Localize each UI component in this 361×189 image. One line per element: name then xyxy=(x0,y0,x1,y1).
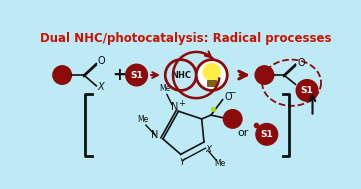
Text: Me: Me xyxy=(214,159,225,168)
Circle shape xyxy=(126,64,147,86)
Text: X: X xyxy=(98,82,104,92)
Text: N: N xyxy=(171,102,178,112)
Circle shape xyxy=(296,80,318,101)
Text: X: X xyxy=(205,145,212,154)
Circle shape xyxy=(203,64,220,81)
Circle shape xyxy=(256,124,278,145)
Text: Dual NHC/photocatalysis: Radical processes: Dual NHC/photocatalysis: Radical process… xyxy=(40,32,331,45)
Text: +: + xyxy=(112,66,126,84)
Text: S1: S1 xyxy=(301,86,313,95)
Text: S1: S1 xyxy=(130,70,143,80)
Text: O: O xyxy=(224,92,232,102)
FancyBboxPatch shape xyxy=(207,81,216,86)
Text: −: − xyxy=(228,88,236,96)
Text: Me: Me xyxy=(160,84,171,93)
Circle shape xyxy=(53,66,71,84)
Text: O: O xyxy=(297,58,305,68)
Circle shape xyxy=(223,110,242,128)
Text: +: + xyxy=(178,99,185,108)
Circle shape xyxy=(255,66,274,84)
Text: S1: S1 xyxy=(260,130,273,139)
Text: O: O xyxy=(98,56,105,66)
Text: N: N xyxy=(152,130,159,140)
Text: or: or xyxy=(237,128,248,138)
Text: NHC: NHC xyxy=(171,70,191,80)
Circle shape xyxy=(196,60,227,91)
Text: Y: Y xyxy=(179,158,185,167)
Text: Me: Me xyxy=(137,115,148,124)
